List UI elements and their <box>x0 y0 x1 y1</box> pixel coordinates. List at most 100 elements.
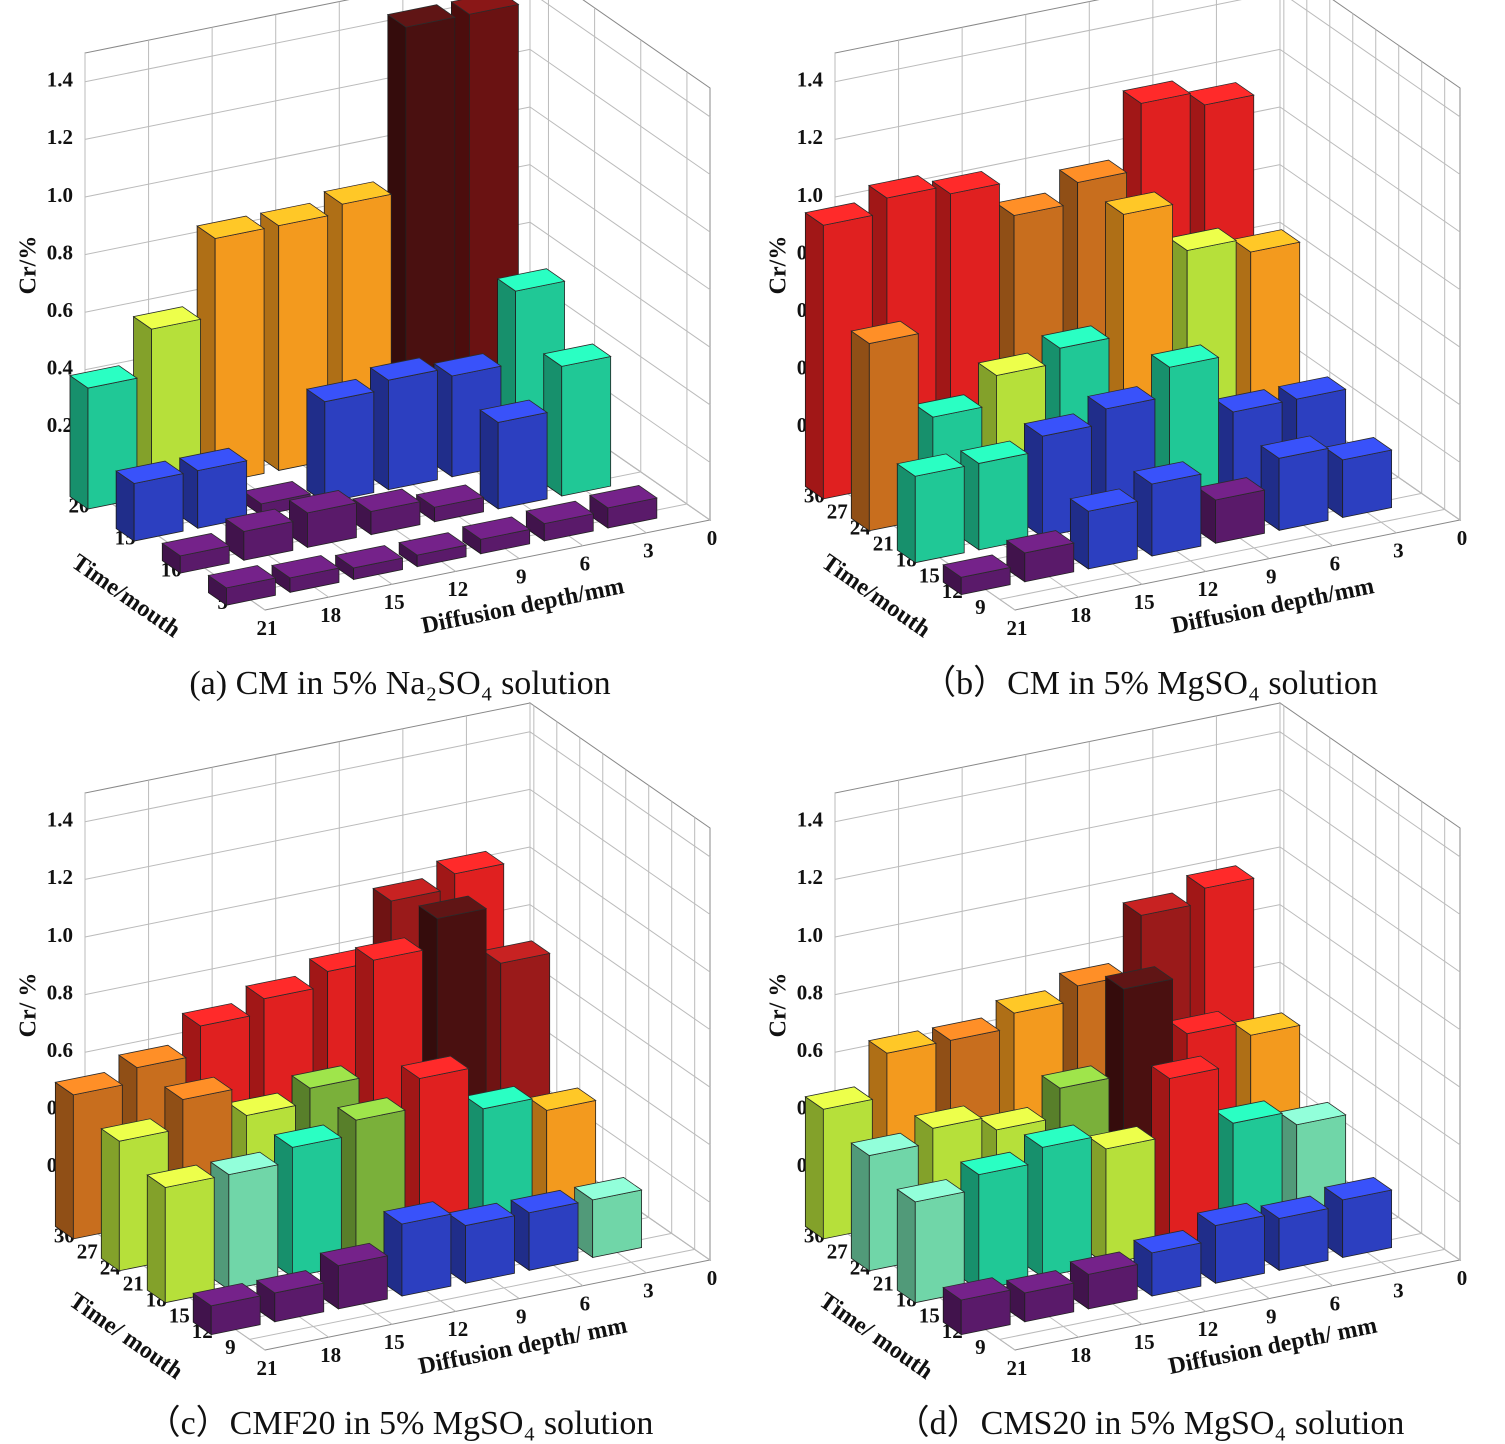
bar-face <box>1185 865 1255 889</box>
x-tick-label: 15 <box>1134 590 1155 614</box>
x-tick-label: 21 <box>1007 1356 1028 1380</box>
z-tick-label: 27 <box>827 499 848 523</box>
z-tick-label: 27 <box>827 1239 848 1263</box>
y-tick-label: 0.8 <box>47 240 73 264</box>
panel: 0.20.40.60.81.01.21.40369121518219121518… <box>16 702 718 1442</box>
grid-line <box>834 846 1281 938</box>
bar-face <box>959 440 1029 464</box>
bar-face <box>68 365 138 389</box>
bar <box>271 555 340 594</box>
bar <box>896 453 966 564</box>
bar-face <box>192 1282 262 1307</box>
bar-face <box>1215 1215 1265 1284</box>
grid-line <box>1279 961 1461 1088</box>
bar-face <box>336 1097 406 1121</box>
y-axis-label: Cr/ % <box>16 973 42 1038</box>
bar-face <box>1087 500 1138 570</box>
bar <box>1323 1177 1393 1259</box>
grid-line <box>1279 788 1461 915</box>
bar-face <box>418 895 488 919</box>
x-tick-label: 6 <box>580 552 591 576</box>
caption: (a) CM in 5% Na₂SO₄ solution <box>189 665 610 702</box>
bar-face <box>804 202 874 226</box>
bar-face <box>245 975 315 1000</box>
bar-face <box>163 1076 233 1100</box>
bar-face <box>995 192 1065 216</box>
bar <box>1086 1126 1156 1265</box>
z-tick-label: 9 <box>975 1335 986 1359</box>
bar-face <box>1005 1270 1075 1294</box>
x-tick-label: 21 <box>257 1356 278 1380</box>
grid-line <box>1279 221 1461 348</box>
grid-line <box>529 731 711 858</box>
bar-face <box>592 1189 643 1258</box>
bar-face <box>896 1188 916 1304</box>
x-tick-label: 12 <box>447 577 468 601</box>
z-tick-label: 9 <box>975 595 986 619</box>
bar-face <box>464 1085 534 1110</box>
bar-face <box>867 175 937 199</box>
bar-face <box>1323 1177 1393 1201</box>
bar-face <box>1323 437 1393 461</box>
bar-face <box>352 488 421 512</box>
bar-face <box>401 1213 452 1297</box>
x-tick-label: 9 <box>516 1304 527 1328</box>
x-tick-label: 9 <box>1266 564 1277 588</box>
x-tick-label: 0 <box>707 1266 718 1290</box>
grid-line <box>529 846 711 973</box>
bar-face <box>100 1127 120 1272</box>
bar-face <box>1132 461 1202 485</box>
bar-face <box>527 1087 597 1111</box>
bar-face <box>896 463 916 564</box>
grid-line <box>529 788 711 915</box>
bar-face <box>931 170 1001 195</box>
bar-face <box>398 532 468 556</box>
bar <box>1005 1270 1075 1323</box>
x-tick-label: 0 <box>1457 1266 1468 1290</box>
y-tick-label: 1.0 <box>47 183 73 207</box>
bar <box>132 306 202 497</box>
bar-face <box>1086 1126 1156 1150</box>
grid-line <box>1279 164 1461 291</box>
bar <box>352 488 421 536</box>
bar-face <box>995 990 1065 1014</box>
bar-face <box>479 409 499 510</box>
bar-face <box>388 369 438 491</box>
y-tick-label: 1.4 <box>797 808 824 832</box>
y-tick-label: 1.2 <box>47 125 73 149</box>
bar-face <box>432 353 502 377</box>
bar-face <box>369 357 439 381</box>
bar-face <box>117 1044 187 1069</box>
x-tick-label: 0 <box>1457 526 1468 550</box>
bar <box>224 508 294 562</box>
bar <box>1023 1124 1093 1278</box>
x-tick-label: 3 <box>643 1279 654 1303</box>
panel: 0.20.40.60.81.01.21.40369121518219121518… <box>766 702 1468 1442</box>
bar-face <box>1023 1124 1093 1148</box>
bar-face <box>1122 892 1192 916</box>
x-tick-label: 18 <box>320 1343 341 1367</box>
y-tick-label: 0.6 <box>47 298 73 322</box>
bar-face <box>1168 1010 1238 1035</box>
bar-face <box>334 545 404 569</box>
bar-face <box>319 1242 389 1267</box>
bar <box>1069 488 1139 570</box>
bar-face <box>181 1003 251 1027</box>
bar <box>1196 1202 1266 1284</box>
bar-face <box>850 1142 870 1272</box>
bar <box>209 1151 279 1291</box>
bar <box>1196 477 1266 544</box>
bar <box>959 1151 1029 1291</box>
bar <box>959 440 1029 551</box>
y-tick-label: 0.8 <box>797 980 823 1004</box>
bar <box>196 215 266 485</box>
bar-face <box>1260 1195 1330 1219</box>
y-tick-label: 0.4 <box>47 356 74 380</box>
bar-face <box>446 1202 516 1227</box>
bar-face <box>542 343 612 367</box>
x-tick-label: 15 <box>1134 1330 1155 1354</box>
bar-face <box>978 1164 1029 1291</box>
bar-face <box>415 484 485 508</box>
bar-face <box>291 1065 360 1089</box>
